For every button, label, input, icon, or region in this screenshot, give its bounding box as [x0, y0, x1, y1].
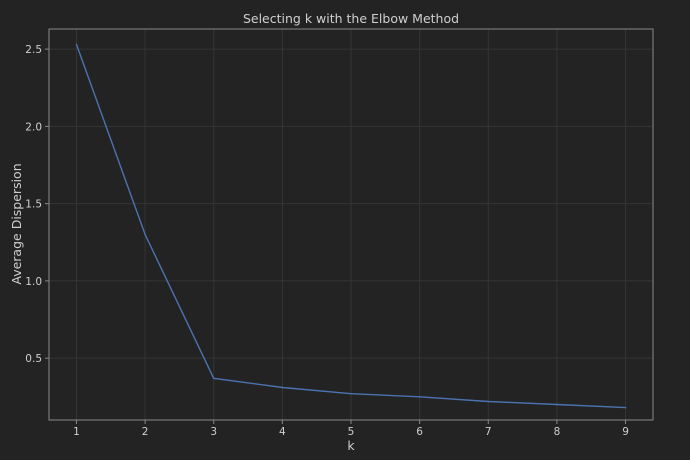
x-tick-label: 8 [554, 426, 561, 438]
x-axis-ticks: 1 2 3 4 5 6 7 8 9 [73, 420, 629, 438]
chart-title: Selecting k with the Elbow Method [243, 11, 459, 26]
data-point [281, 386, 284, 389]
y-tick-label: 0.5 [25, 353, 42, 365]
y-axis-label: Average Dispersion [9, 163, 24, 284]
data-point [556, 403, 558, 406]
x-tick-label: 7 [485, 426, 492, 438]
x-tick-label: 5 [348, 426, 355, 438]
x-tick-label: 3 [210, 426, 217, 438]
y-tick-label: 1.5 [25, 199, 42, 211]
y-axis-ticks: 0.5 1.0 1.5 2.0 2.5 [25, 44, 49, 365]
x-tick-label: 4 [279, 426, 286, 438]
data-point [487, 400, 490, 403]
y-tick-label: 2.0 [25, 121, 42, 133]
x-tick-label: 1 [73, 426, 80, 438]
data-point [624, 406, 627, 409]
data-point [75, 43, 78, 46]
data-point [144, 233, 146, 236]
data-point [418, 396, 421, 398]
x-tick-label: 2 [142, 426, 149, 438]
x-tick-label: 6 [416, 426, 423, 438]
data-point [212, 377, 215, 380]
x-tick-label: 9 [622, 426, 629, 438]
y-tick-label: 2.5 [25, 44, 42, 56]
data-point [350, 392, 352, 395]
x-axis-label: k [347, 438, 355, 453]
grid-lines [49, 29, 653, 420]
y-tick-label: 1.0 [25, 276, 42, 288]
